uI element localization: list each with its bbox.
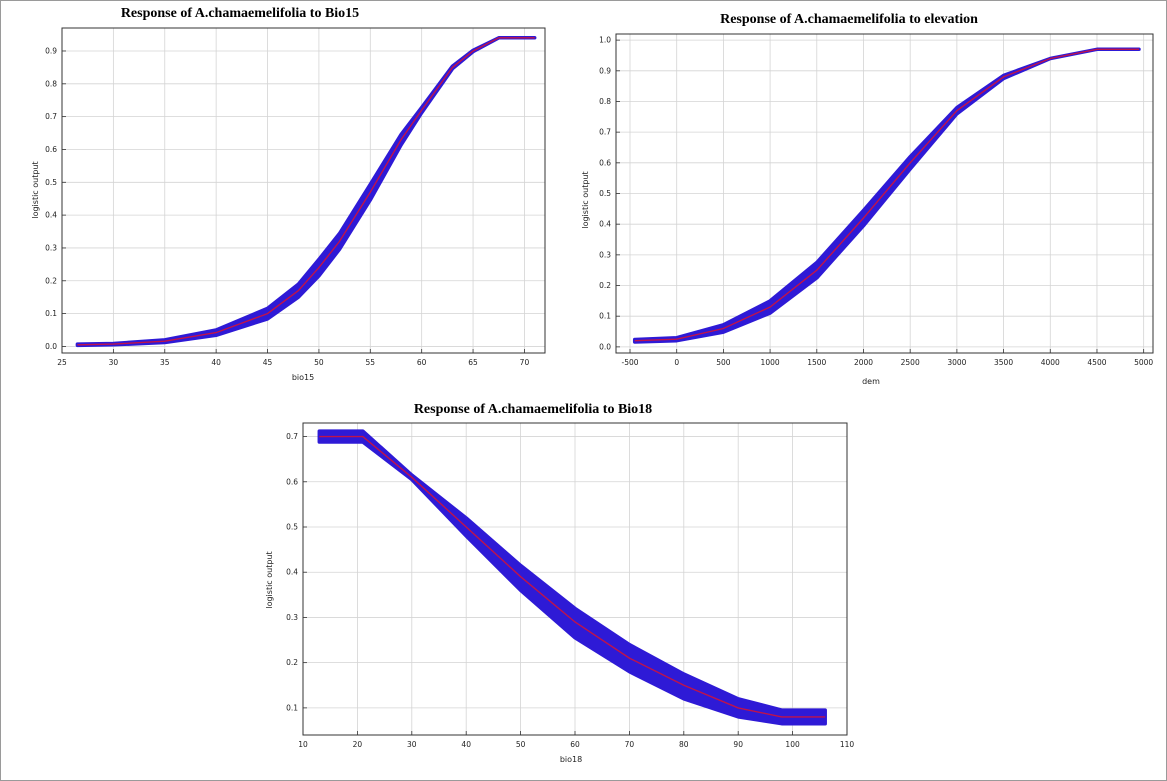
y-tick-label: 0.4 bbox=[286, 568, 298, 577]
y-tick-label: 0.7 bbox=[286, 432, 298, 441]
x-tick-label: 20 bbox=[353, 740, 363, 749]
x-tick-label: 10 bbox=[298, 740, 308, 749]
x-tick-label: 50 bbox=[516, 740, 526, 749]
x-axis-label: bio18 bbox=[560, 755, 582, 764]
x-tick-label: 110 bbox=[840, 740, 855, 749]
y-tick-label: 0.2 bbox=[286, 658, 298, 667]
y-tick-label: 0.1 bbox=[286, 703, 298, 712]
x-tick-label: 80 bbox=[679, 740, 689, 749]
x-tick-label: 40 bbox=[461, 740, 471, 749]
y-tick-label: 0.6 bbox=[286, 477, 298, 486]
x-tick-label: 90 bbox=[733, 740, 743, 749]
y-tick-label: 0.5 bbox=[286, 523, 298, 532]
x-tick-label: 60 bbox=[570, 740, 580, 749]
y-tick-label: 0.3 bbox=[286, 613, 298, 622]
chart-title: Response of A.chamaemelifolia to Bio18 bbox=[414, 402, 652, 417]
y-axis-label: logistic output bbox=[265, 551, 274, 608]
x-tick-label: 70 bbox=[625, 740, 635, 749]
x-tick-label: 30 bbox=[407, 740, 417, 749]
x-tick-label: 100 bbox=[785, 740, 800, 749]
